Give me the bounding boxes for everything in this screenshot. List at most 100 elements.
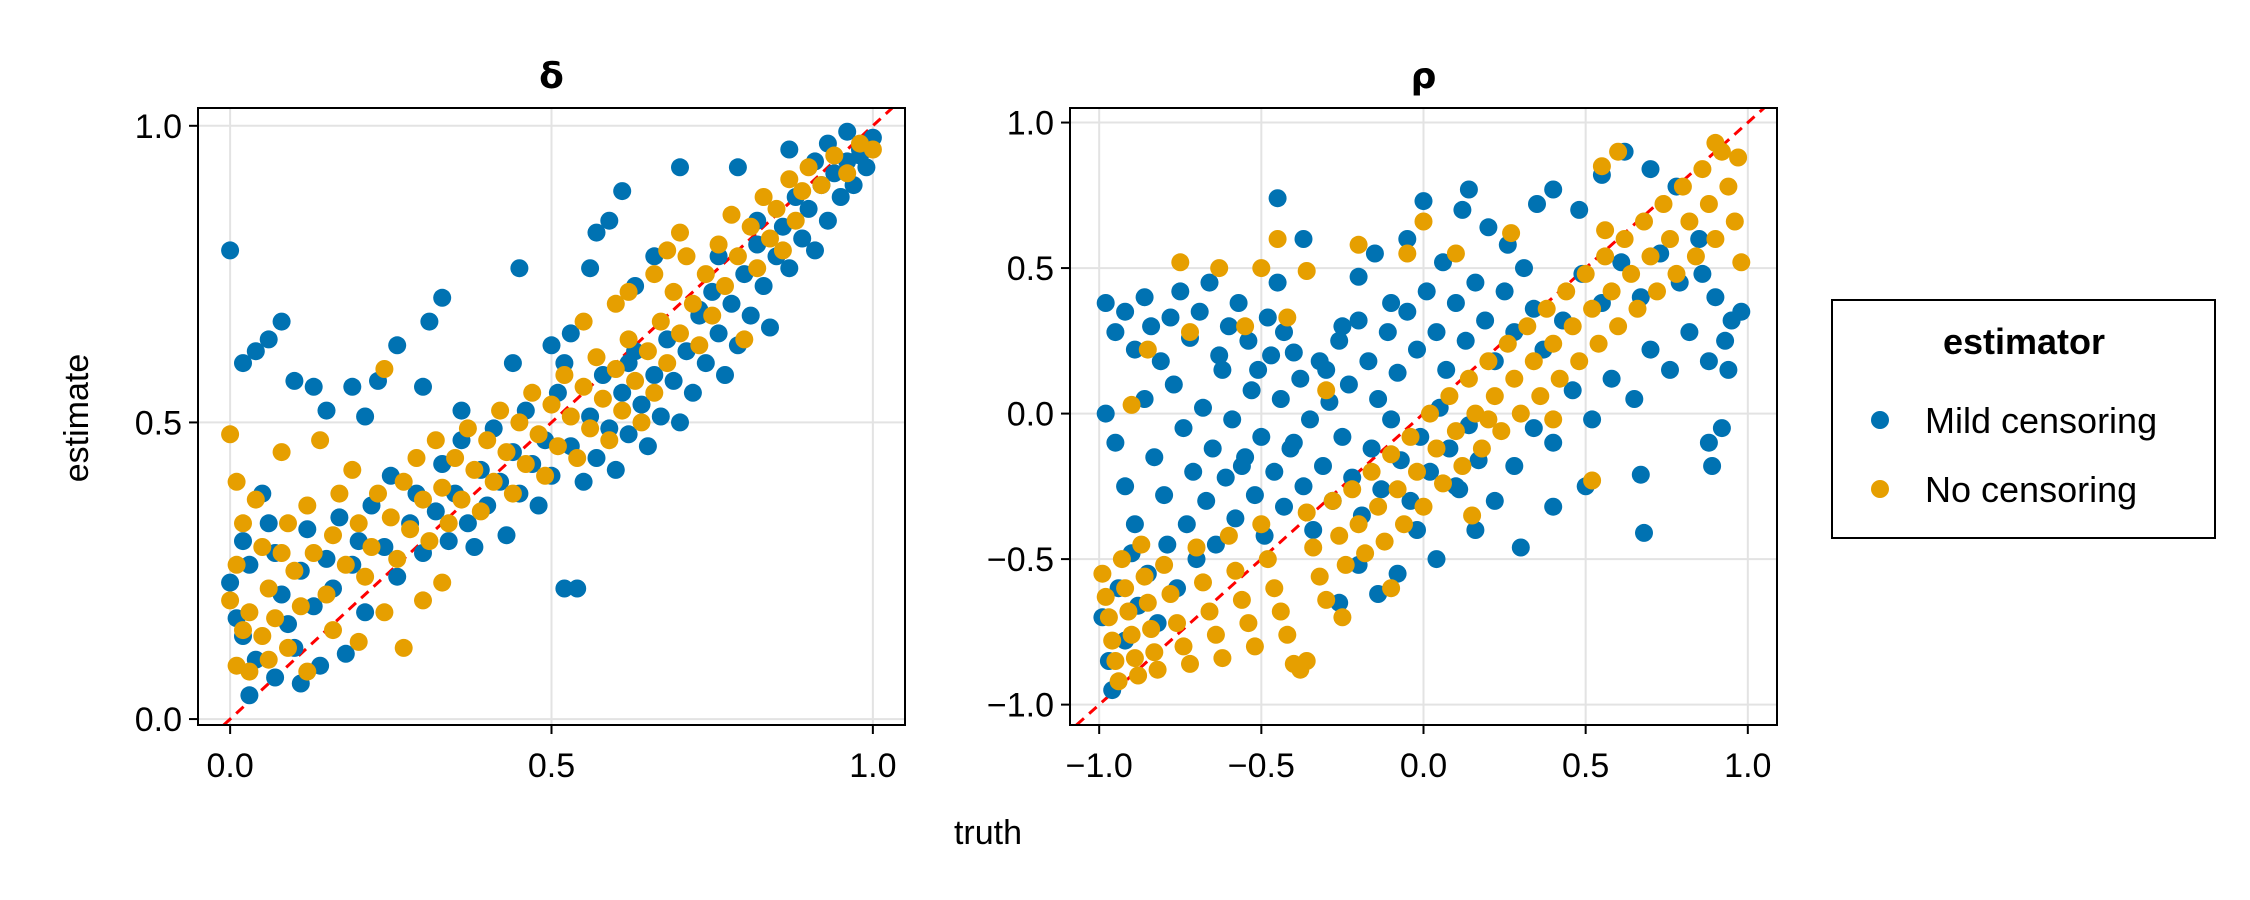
scatter-point [1291,657,1310,676]
scatter-point [593,389,612,408]
scatter-point [291,597,310,616]
scatter-point [1537,299,1556,318]
scatter-point [1625,390,1644,408]
scatter-point [581,259,600,278]
scatter-point [1138,593,1157,612]
scatter-point [677,247,696,266]
scatter-point [651,407,670,426]
scatter-point [1109,672,1128,691]
scatter-point [1706,288,1725,307]
scatter-point [613,383,632,402]
scatter-point [1268,189,1287,208]
scatter-point [240,686,259,705]
scatter-point [1333,608,1352,627]
legend-box [1831,299,2216,539]
scatter-point [1252,515,1271,534]
scatter-point [1135,567,1154,586]
scatter-point [1258,550,1277,569]
scatter-point [1362,439,1381,458]
scatter-point [1635,523,1653,542]
scatter-point [619,330,638,349]
scatter-point [548,437,567,456]
scatter-point [1732,302,1751,321]
scatter-point [761,318,779,337]
scatter-point [806,241,824,260]
scatter-point [1181,323,1199,342]
scatter-point [1284,433,1303,452]
scatter-point [1125,340,1144,359]
scatter-point [503,484,522,503]
scatter-point [1190,302,1209,321]
scatter-point [1524,352,1543,371]
scatter-point [1680,323,1699,342]
scatter-point [529,425,548,444]
plot-title-delta: δ [539,56,564,97]
scatter-point [1369,390,1388,408]
scatter-point [304,377,323,396]
x-tick-label: 1.0 [1724,747,1771,785]
scatter-point [1219,317,1238,336]
scatter-point [1492,422,1511,441]
scatter-point [285,561,304,580]
scatter-point [799,158,818,177]
scatter-point [1446,422,1465,441]
scatter-point [285,371,304,390]
scatter-point [1210,259,1229,278]
scatter-point [1703,457,1722,475]
scatter-point [671,413,689,432]
scatter-point [1265,579,1284,598]
scatter-point [632,395,651,414]
scatter-point [279,638,297,657]
scatter-point [298,496,317,515]
scatter-point [645,383,664,402]
scatter-point [246,342,265,361]
scatter-point [1258,308,1277,327]
scatter-point [696,265,715,284]
scatter-point [1349,235,1368,254]
scatter-point [1310,352,1329,371]
scatter-point [1236,317,1255,336]
scatter-point [1203,439,1222,458]
scatter-point [458,419,477,438]
scatter-point [1563,381,1582,400]
scatter-point [1226,561,1245,580]
scatter-point [234,354,252,373]
scatter-point [1171,282,1190,301]
scatter-point [1699,195,1718,213]
scatter-point [838,122,857,141]
scatter-point [1148,660,1167,679]
scatter-point [1434,253,1452,272]
scatter-point [1485,491,1504,510]
scatter-point [317,585,336,604]
scatter-point [587,449,606,467]
scatter-point [1158,535,1177,554]
scatter-point [1382,579,1401,598]
scatter-point [433,478,452,497]
scatter-point [1151,352,1170,371]
scatter-point [446,449,465,467]
scatter-point [1661,360,1679,379]
scatter-point [1349,515,1368,534]
scatter-point [497,443,516,462]
scatter-point [1155,486,1174,505]
scatter-point [1252,259,1271,278]
scatter-point [671,158,689,177]
scatter-point [1515,259,1533,278]
scatter-point [253,538,272,556]
scatter-point [221,241,240,260]
scatter-point [632,413,651,432]
scatter-point [1310,567,1329,586]
scatter-point [1339,375,1358,394]
scatter-point [1262,346,1281,365]
scatter-point [536,466,555,485]
scatter-point [272,544,291,562]
scatter-point [1725,212,1744,231]
scatter-point [1459,369,1478,388]
scatter-point [279,514,297,533]
scatter-point [356,567,375,586]
scatter-point [1236,448,1255,467]
scatter-point [1641,340,1660,359]
scatter-point [1673,177,1692,196]
scatter-point [1528,195,1546,213]
scatter-point [529,496,548,515]
